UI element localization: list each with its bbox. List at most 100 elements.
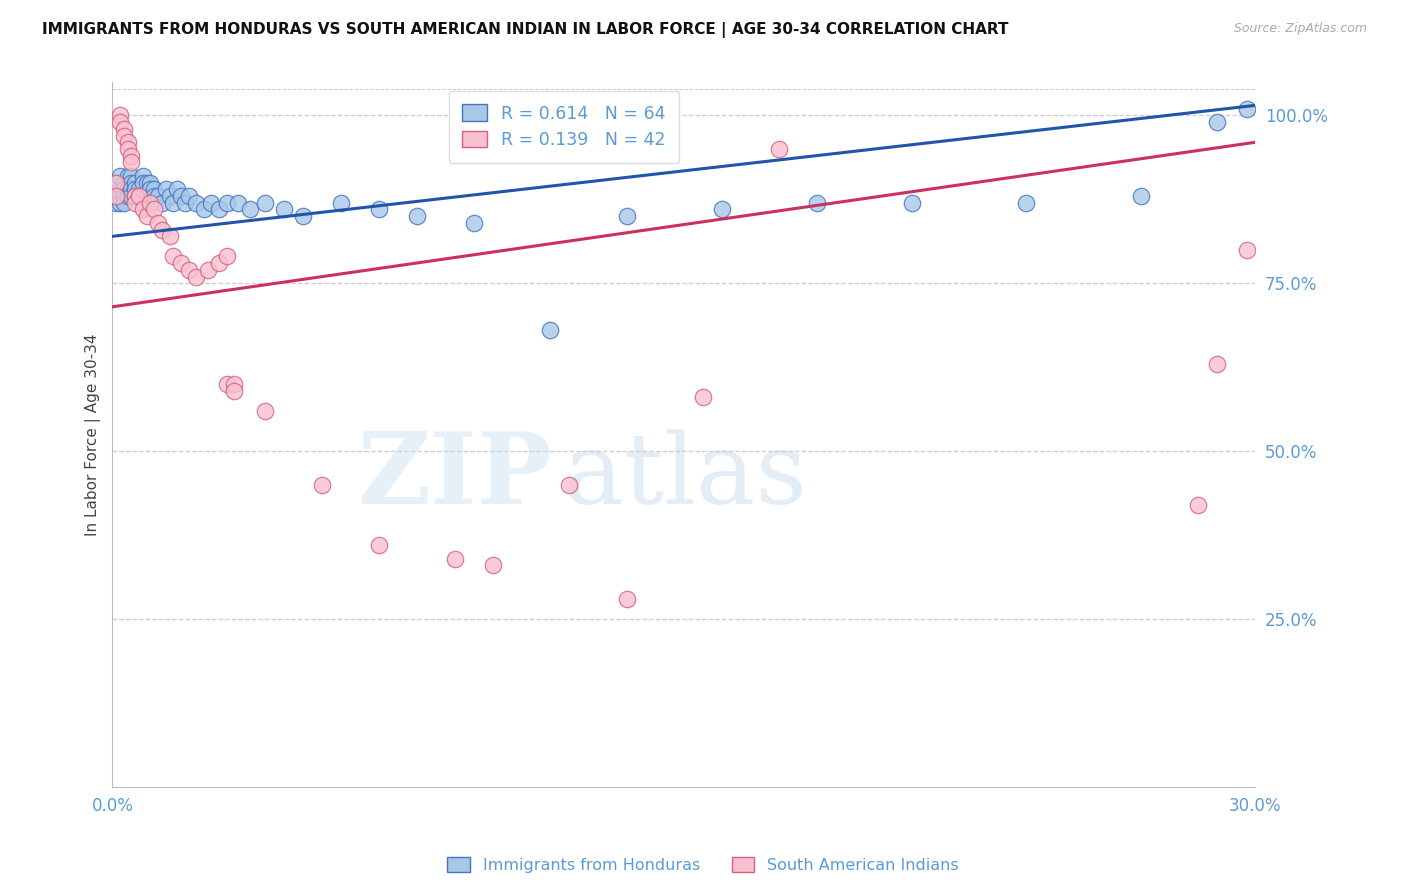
Point [238, 202, 260, 217]
Y-axis label: In Labor Force | Age 30-34: In Labor Force | Age 30-34 [86, 333, 101, 535]
Point [117, 182, 139, 196]
Point [273, 202, 295, 217]
Point [155, 182, 177, 196]
Point [368, 202, 391, 217]
Point [112, 195, 135, 210]
Point [538, 323, 561, 337]
Point [1206, 357, 1229, 371]
Point [444, 551, 467, 566]
Point [105, 189, 128, 203]
Legend: R = 0.614   N = 64, R = 0.139   N = 42: R = 0.614 N = 64, R = 0.139 N = 42 [449, 91, 679, 162]
Point [128, 189, 150, 203]
Point [1206, 115, 1229, 129]
Point [139, 182, 162, 196]
Text: IMMIGRANTS FROM HONDURAS VS SOUTH AMERICAN INDIAN IN LABOR FORCE | AGE 30-34 COR: IMMIGRANTS FROM HONDURAS VS SOUTH AMERIC… [42, 22, 1008, 38]
Point [215, 195, 238, 210]
Point [224, 384, 246, 398]
Point [117, 189, 139, 203]
Point [120, 176, 142, 190]
Point [150, 222, 173, 236]
Point [146, 216, 169, 230]
Point [159, 189, 181, 203]
Point [558, 477, 581, 491]
Point [108, 195, 131, 210]
Text: atlas: atlas [564, 429, 807, 524]
Point [463, 216, 485, 230]
Point [146, 189, 169, 203]
Point [112, 176, 135, 190]
Legend: Immigrants from Honduras, South American Indians: Immigrants from Honduras, South American… [441, 851, 965, 880]
Point [105, 176, 128, 190]
Point [197, 263, 219, 277]
Text: Source: ZipAtlas.com: Source: ZipAtlas.com [1233, 22, 1367, 36]
Point [105, 176, 128, 190]
Point [139, 176, 162, 190]
Point [143, 182, 166, 196]
Point [1236, 102, 1258, 116]
Point [135, 176, 157, 190]
Point [132, 169, 155, 183]
Point [124, 189, 146, 203]
Point [143, 189, 166, 203]
Point [120, 189, 142, 203]
Point [124, 189, 146, 203]
Text: ZIP: ZIP [357, 428, 553, 525]
Point [253, 195, 276, 210]
Point [616, 591, 638, 606]
Point [128, 189, 150, 203]
Point [253, 404, 276, 418]
Point [1015, 195, 1038, 210]
Point [186, 195, 208, 210]
Point [177, 189, 200, 203]
Point [193, 202, 215, 217]
Point [120, 169, 142, 183]
Point [159, 229, 181, 244]
Point [226, 195, 249, 210]
Point [112, 128, 135, 143]
Point [616, 209, 638, 223]
Point [406, 209, 429, 223]
Point [329, 195, 352, 210]
Point [806, 195, 828, 210]
Point [108, 169, 131, 183]
Point [139, 195, 162, 210]
Point [112, 189, 135, 203]
Point [170, 256, 193, 270]
Point [117, 169, 139, 183]
Point [105, 189, 128, 203]
Point [132, 202, 155, 217]
Point [1129, 189, 1152, 203]
Point [901, 195, 924, 210]
Point [173, 195, 195, 210]
Point [162, 250, 184, 264]
Point [368, 538, 391, 552]
Point [186, 269, 208, 284]
Point [120, 155, 142, 169]
Point [1187, 498, 1209, 512]
Point [132, 176, 155, 190]
Point [200, 195, 222, 210]
Point [108, 182, 131, 196]
Point [1236, 243, 1258, 257]
Point [291, 209, 314, 223]
Point [124, 195, 146, 210]
Point [692, 391, 714, 405]
Point [108, 189, 131, 203]
Point [208, 256, 231, 270]
Point [117, 142, 139, 156]
Point [208, 202, 231, 217]
Point [311, 477, 333, 491]
Point [710, 202, 733, 217]
Point [112, 182, 135, 196]
Point [143, 202, 166, 217]
Point [215, 250, 238, 264]
Point [124, 182, 146, 196]
Point [120, 182, 142, 196]
Point [105, 195, 128, 210]
Point [482, 558, 505, 573]
Point [170, 189, 193, 203]
Point [117, 136, 139, 150]
Point [177, 263, 200, 277]
Point [108, 108, 131, 122]
Point [768, 142, 790, 156]
